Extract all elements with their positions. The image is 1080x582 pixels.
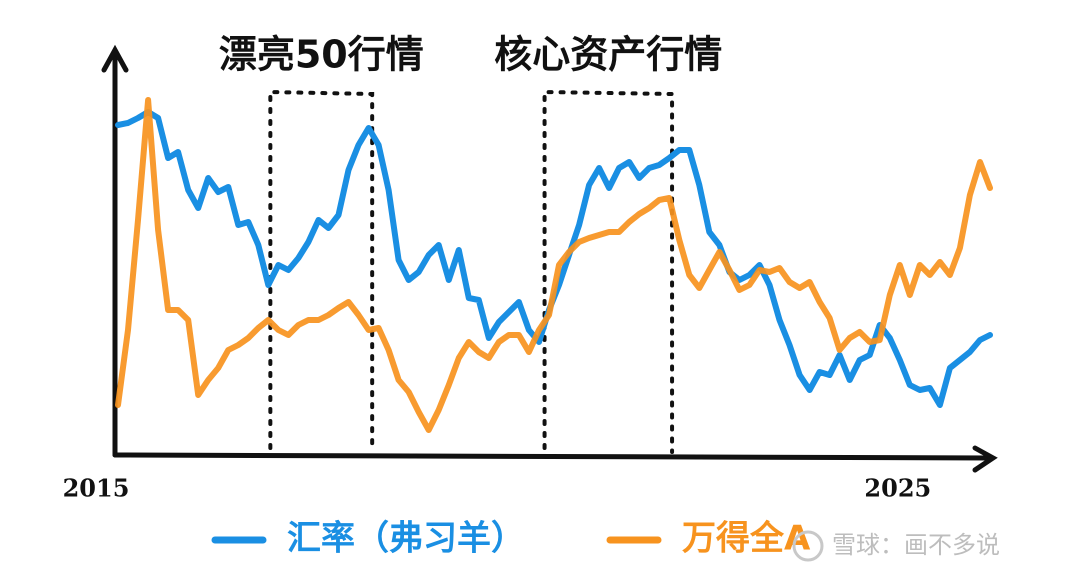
x-tick-label: 2015: [63, 474, 130, 503]
annotation-label: 漂亮50行情: [219, 33, 424, 77]
annotation-label: 核心资产行情: [494, 33, 722, 77]
axes: [101, 44, 998, 473]
series-line: [115, 97, 993, 433]
annotations: 漂亮50行情 核心资产行情: [219, 33, 722, 454]
watermark-icon: [792, 530, 824, 562]
legend-label: 汇率（弗习羊）: [287, 519, 525, 559]
x-tick-label: 2025: [864, 474, 931, 503]
annotation-box: [542, 89, 675, 454]
legend: 汇率（弗习羊） 万得全A: [211, 519, 811, 559]
y-axis-arrow: [101, 44, 129, 73]
watermark-text: 雪球：画不多说: [832, 531, 1000, 559]
watermark: 雪球：画不多说: [792, 530, 1000, 562]
x-axis-arrow: [972, 445, 998, 473]
series-line: [115, 109, 993, 408]
legend-label: 万得全A: [682, 519, 811, 559]
x-ticks: 2015 2025: [63, 474, 932, 503]
x-axis: [112, 452, 993, 461]
lines: [115, 97, 993, 433]
annotation-box: [268, 89, 375, 454]
